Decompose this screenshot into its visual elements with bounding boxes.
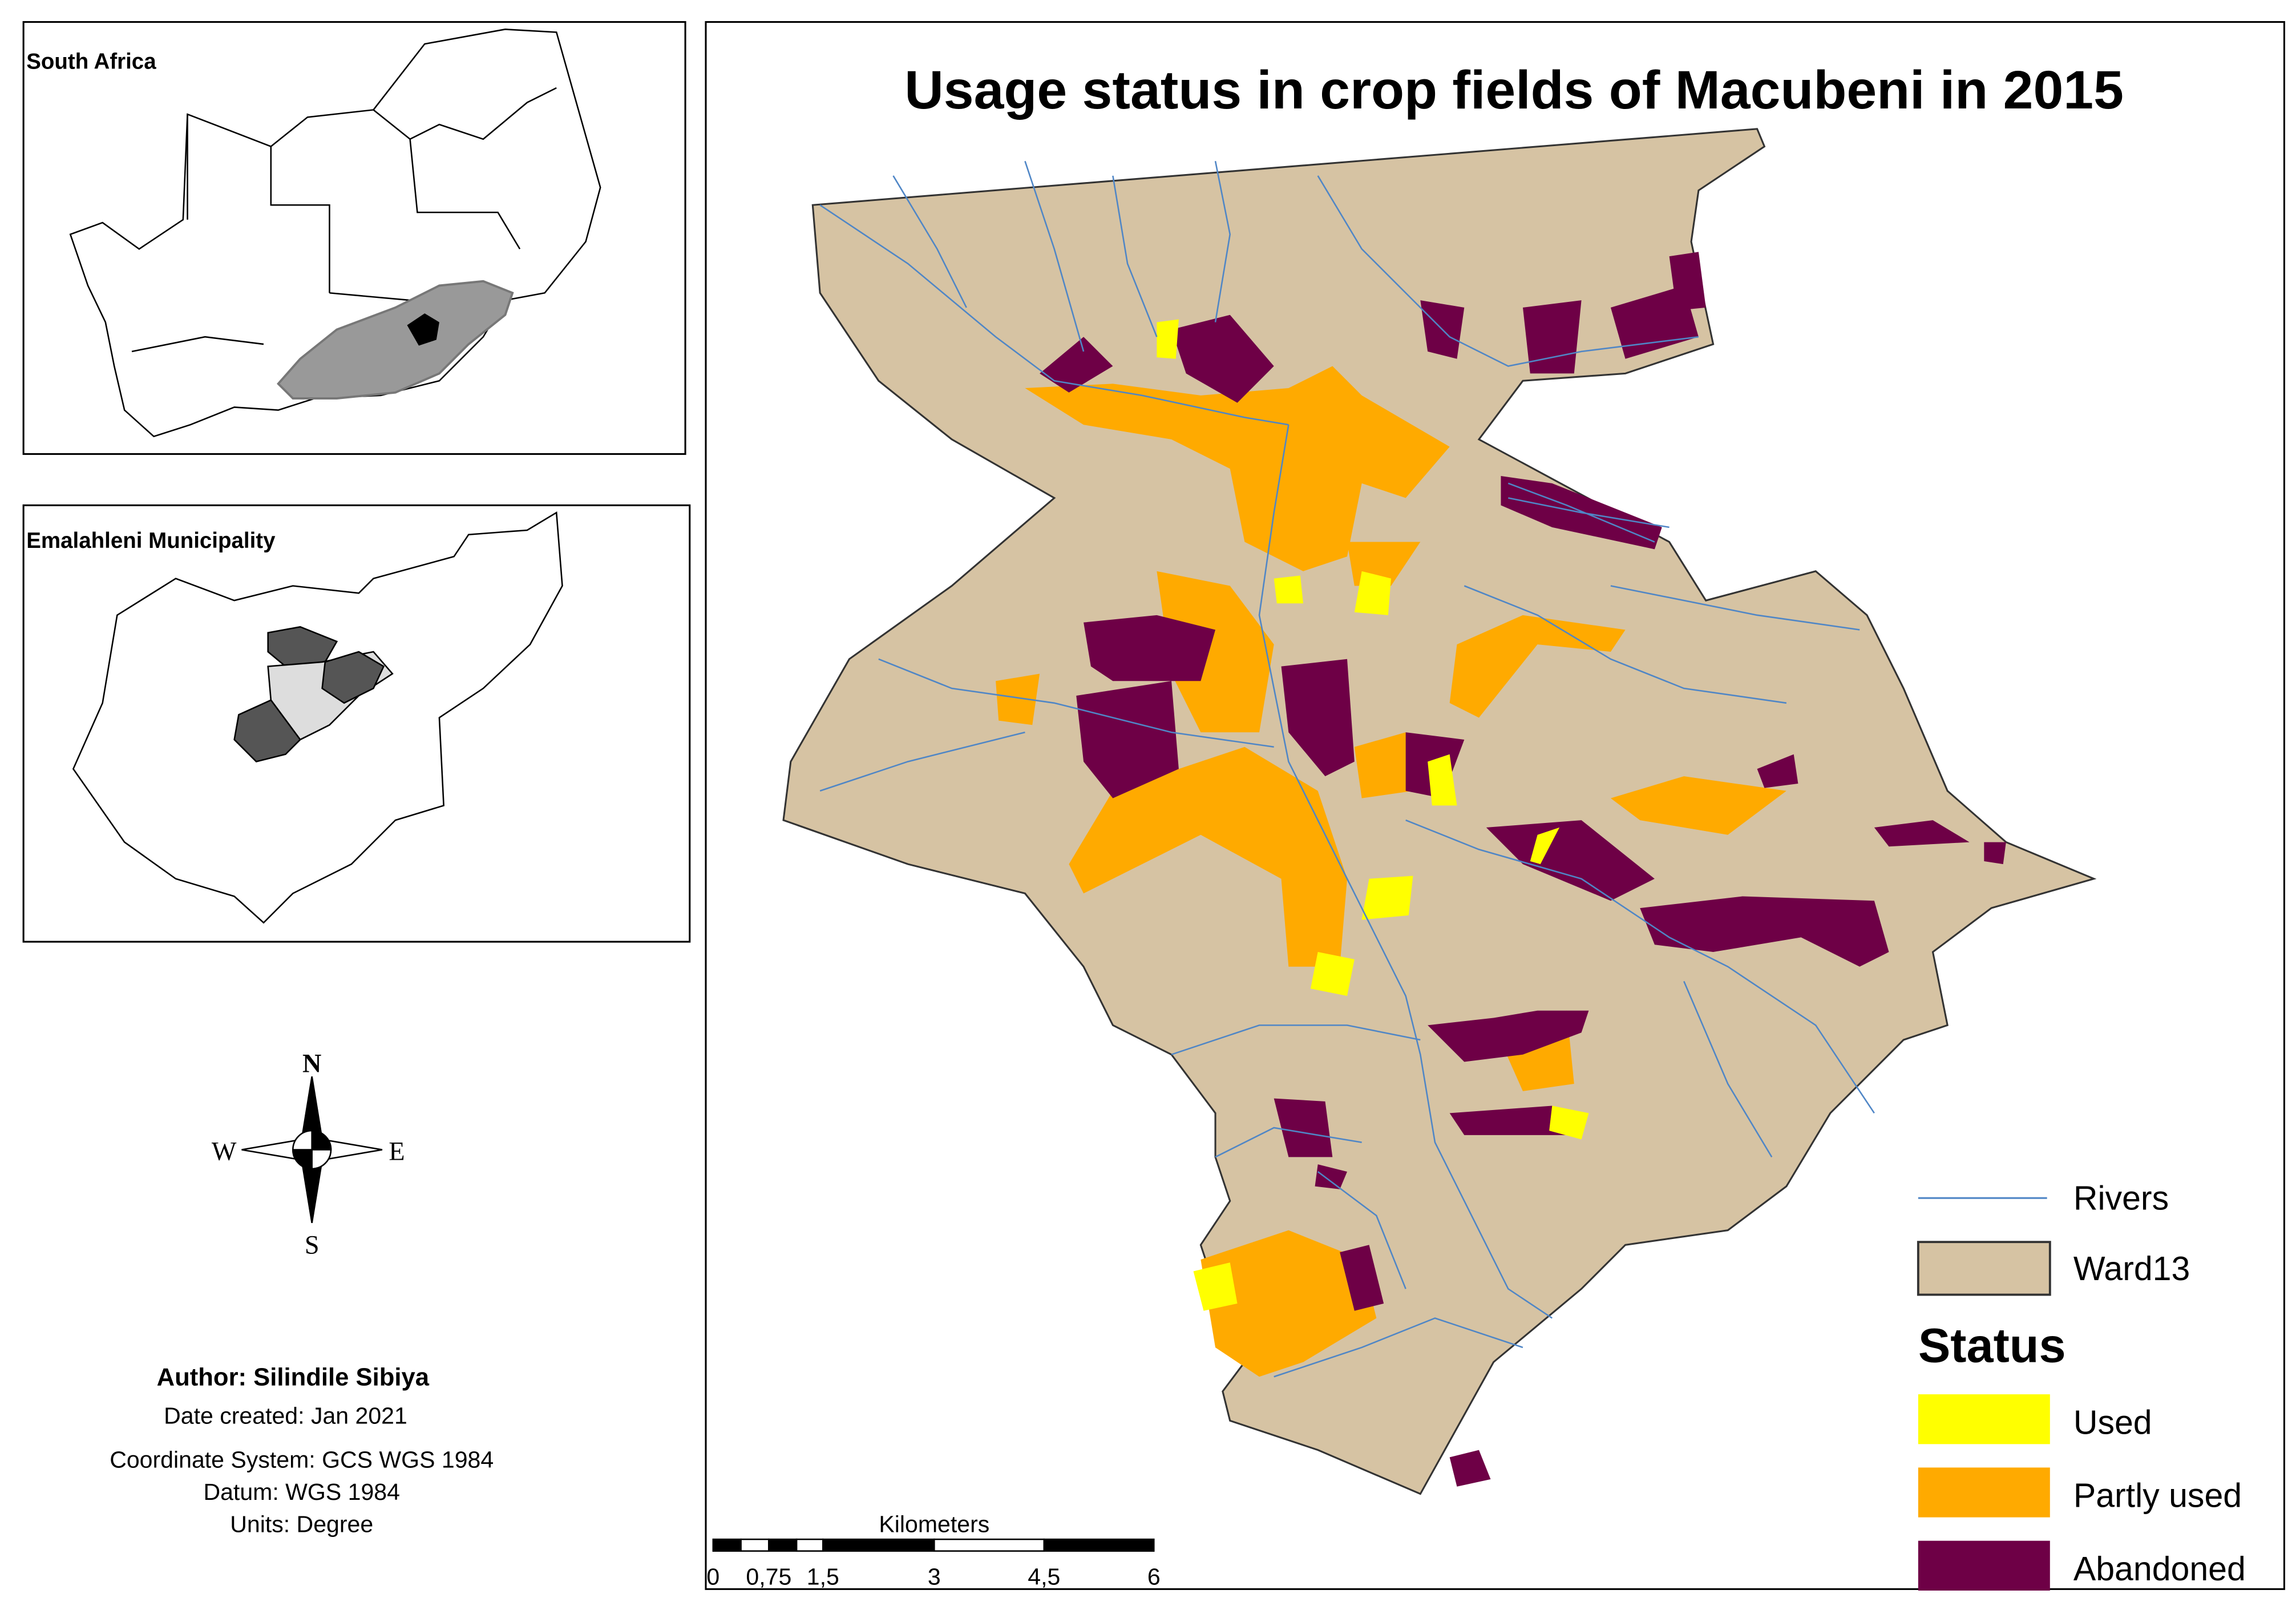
crop-field — [1530, 827, 1560, 865]
scale-tick-label: 4,5 — [1028, 1564, 1060, 1590]
scale-unit: Kilometers — [879, 1511, 989, 1537]
scale-segment — [1043, 1538, 1155, 1552]
crop-field — [1281, 659, 1355, 777]
scale-segment — [795, 1538, 824, 1552]
crop-field — [1428, 1010, 1589, 1062]
crop-field — [1157, 571, 1274, 733]
inset-title: South Africa — [26, 50, 156, 74]
crop-field — [1486, 820, 1655, 901]
crop-field — [1171, 314, 1274, 403]
scale-tick-label: 0,75 — [746, 1564, 791, 1590]
crop-field — [1084, 615, 1216, 681]
crop-field — [1669, 252, 1706, 311]
date: Date created: Jan 2021 — [164, 1402, 407, 1429]
compass-label: E — [389, 1136, 405, 1165]
crop-field — [1354, 571, 1391, 615]
crop-field — [1193, 1262, 1238, 1311]
crop-field — [1040, 337, 1113, 393]
compass-label: S — [305, 1230, 320, 1260]
crop-field — [1449, 1450, 1491, 1487]
legend-label: Used — [2073, 1403, 2152, 1441]
crop-field — [1025, 366, 1450, 571]
crop-field — [1354, 732, 1413, 798]
crop-field — [1757, 754, 1798, 788]
crop-field — [1428, 754, 1457, 806]
crop-field — [1449, 1105, 1567, 1135]
author: Author: Silindile Sibiya — [157, 1364, 430, 1391]
legend-label: Abandoned — [2073, 1550, 2246, 1588]
province-borders — [131, 87, 557, 353]
legend-label: Ward13 — [2073, 1250, 2190, 1288]
map-title: Usage status in crop fields of Macubeni … — [904, 60, 2124, 120]
legend-label: Partly used — [2073, 1477, 2242, 1515]
scale-segment — [933, 1538, 1045, 1552]
compass-label: W — [212, 1136, 237, 1165]
crop-field — [1076, 681, 1179, 798]
ward-dark — [233, 699, 301, 762]
ward-boundary — [782, 128, 2097, 1495]
legend-ward-symbol — [1917, 1241, 2051, 1296]
crop-field — [1640, 896, 1889, 967]
inset-title: Emalahleni Municipality — [26, 528, 276, 553]
scale-segment — [712, 1538, 742, 1552]
crop-field — [1522, 300, 1582, 374]
crop-field — [1610, 776, 1786, 835]
rivers — [819, 160, 1875, 1378]
crop-field — [1310, 952, 1355, 996]
legend-label: Rivers — [2073, 1180, 2169, 1217]
compass — [241, 1076, 383, 1224]
crop-field — [1549, 1105, 1589, 1140]
crop-field — [1274, 1098, 1333, 1157]
crop-field — [1069, 747, 1348, 967]
scale-segment — [768, 1538, 798, 1552]
legend-swatch — [1918, 1394, 2050, 1444]
scale-tick-label: 3 — [928, 1564, 941, 1590]
scale-tick-label: 0 — [706, 1564, 719, 1590]
scale-tick-label: 6 — [1147, 1564, 1161, 1590]
coordinate-system: Coordinate System: GCS WGS 1984 — [110, 1446, 494, 1472]
crop-field — [1157, 319, 1179, 359]
crop-field — [996, 673, 1040, 725]
legend-swatch — [1918, 1540, 2050, 1591]
units: Units: Degree — [230, 1511, 373, 1537]
scale-tick-label: 1,5 — [807, 1564, 839, 1590]
crop-field — [1200, 1230, 1377, 1377]
crop-fields — [996, 252, 2006, 1487]
crop-field — [1874, 820, 1970, 847]
crop-field — [1361, 875, 1413, 920]
crop-field — [1315, 1164, 1348, 1189]
scale-segment — [822, 1538, 935, 1552]
ward-dark — [321, 651, 385, 704]
scale-segment — [740, 1538, 770, 1552]
crop-field — [1274, 575, 1304, 604]
eastern-cape — [277, 280, 514, 400]
legend-swatch — [1918, 1467, 2050, 1518]
legend-title: Status — [1918, 1318, 2066, 1373]
crop-field — [1340, 1245, 1384, 1311]
compass-label: N — [302, 1048, 321, 1078]
municipality-location — [407, 313, 439, 346]
datum: Datum: WGS 1984 — [203, 1479, 399, 1505]
crop-field — [1984, 842, 2006, 865]
